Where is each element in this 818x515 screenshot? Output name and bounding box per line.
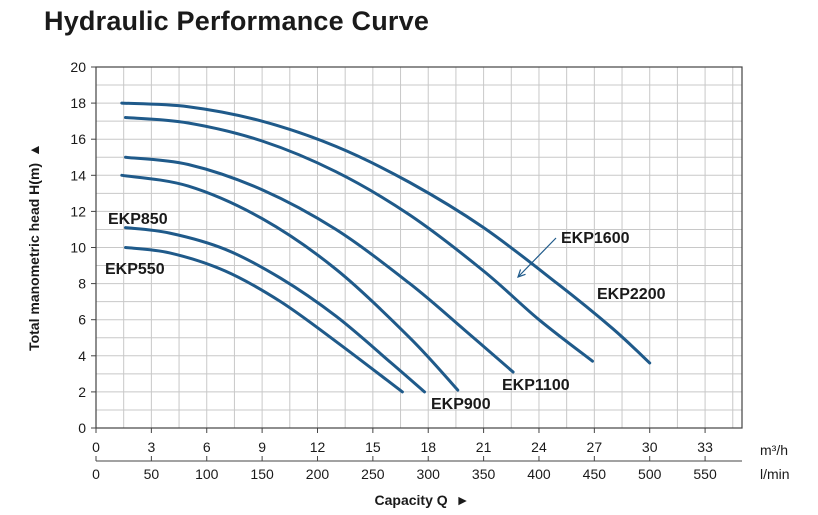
y-tick-label: 6: [78, 312, 86, 328]
x2-tick-label: 450: [583, 466, 607, 482]
x-tick-label: 0: [92, 439, 100, 455]
y-tick-label: 4: [78, 348, 86, 364]
x-tick-label: 6: [203, 439, 211, 455]
y-tick-label: 18: [70, 95, 86, 111]
x2-tick-label: 200: [306, 466, 330, 482]
label-ekp1600: EKP1600: [561, 230, 630, 247]
curve-ekp1600: [124, 116, 594, 363]
y-tick-label: 14: [70, 167, 86, 183]
x2-tick-label: 400: [527, 466, 551, 482]
x-unit-m3h: m³/h: [760, 442, 788, 458]
x2-tick-label: 350: [472, 466, 496, 482]
y-tick-label: 2: [78, 384, 86, 400]
curve-ekp550: [124, 246, 404, 394]
y-tick-label: 16: [70, 131, 86, 147]
curve-ekp900: [120, 173, 460, 392]
x2-tick-label: 250: [361, 466, 385, 482]
y-tick-label: 10: [70, 240, 86, 256]
grid: [95, 66, 742, 429]
label-ekp850: EKP850: [108, 211, 168, 228]
x-tick-label: 27: [587, 439, 603, 455]
y-tick-label: 12: [70, 203, 86, 219]
x2-tick-label: 500: [638, 466, 662, 482]
y-tick-label: 8: [78, 276, 86, 292]
ekp1600-pointer-head: [517, 269, 526, 278]
x-tick-label: 30: [642, 439, 658, 455]
x2-tick-label: 100: [195, 466, 219, 482]
x-tick-label: 21: [476, 439, 492, 455]
x-unit-lmin: l/min: [760, 466, 790, 482]
label-ekp1100: EKP1100: [502, 377, 570, 394]
y-axis-title: Total manometric head H(m)▲: [26, 143, 42, 351]
x2-tick-label: 0: [92, 466, 100, 482]
label-ekp900: EKP900: [431, 396, 491, 413]
curves: [120, 101, 652, 394]
label-ekp2200: EKP2200: [597, 286, 666, 303]
curve-ekp1100: [124, 155, 515, 374]
y-tick-label: 20: [70, 59, 86, 75]
label-ekp550: EKP550: [105, 261, 165, 278]
x-axis-title: Capacity Q ►: [375, 492, 470, 508]
x-tick-label: 18: [420, 439, 436, 455]
y-tick-label: 0: [78, 420, 86, 436]
x2-tick-label: 300: [417, 466, 441, 482]
x2-tick-label: 150: [250, 466, 274, 482]
chart-title: Hydraulic Performance Curve: [44, 6, 430, 36]
x-tick-label: 24: [531, 439, 547, 455]
x-tick-label: 12: [310, 439, 326, 455]
x2-tick-label: 550: [693, 466, 717, 482]
x2-tick-label: 50: [144, 466, 160, 482]
curve-ekp2200: [120, 101, 652, 365]
x-tick-label: 33: [697, 439, 713, 455]
x-tick-label: 15: [365, 439, 381, 455]
x-tick-label: 3: [147, 439, 155, 455]
x-tick-label: 9: [258, 439, 266, 455]
curve-ekp850: [124, 226, 426, 394]
curve-labels: EKP850 EKP550 EKP900 EKP1100 EKP1600 EKP2200: [105, 211, 666, 413]
ekp1600-pointer-line: [517, 237, 557, 278]
